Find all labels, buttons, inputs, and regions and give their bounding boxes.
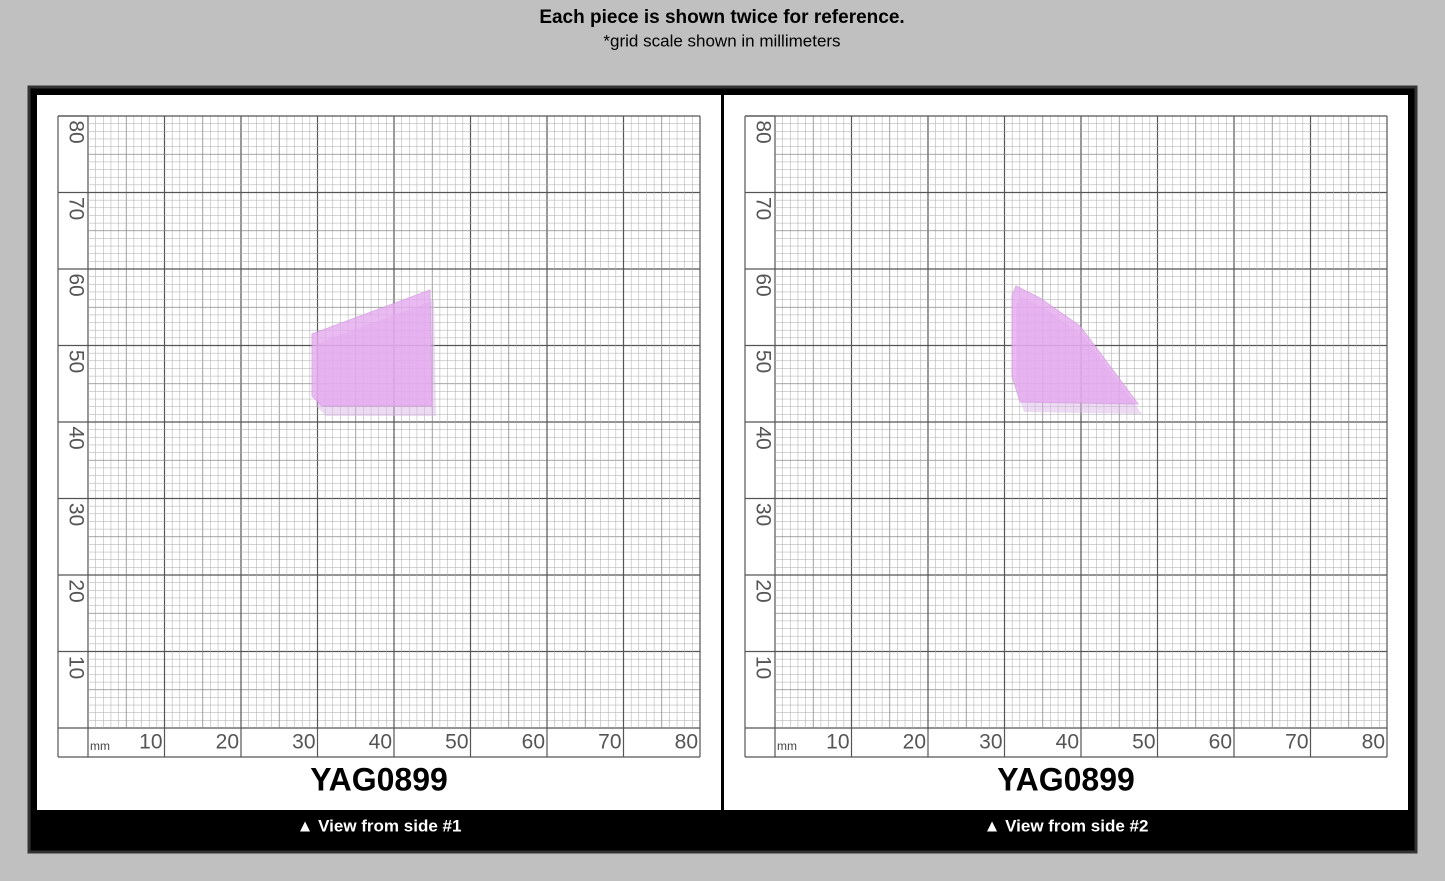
y-scale-label: 20 [64, 579, 87, 602]
unit-label: mm [777, 739, 797, 753]
x-scale-label: 80 [675, 731, 698, 754]
caption: ▲ View from side #1 [297, 816, 462, 835]
y-scale-label: 20 [751, 579, 774, 602]
y-scale-label: 30 [751, 503, 774, 526]
y-scale-label: 60 [751, 273, 774, 296]
x-scale-label: 80 [1362, 731, 1385, 754]
x-scale-label: 20 [216, 731, 239, 754]
product-code: YAG0899 [997, 761, 1135, 797]
crystal [311, 289, 433, 407]
x-scale-label: 30 [979, 731, 1002, 754]
y-scale-label: 10 [64, 656, 87, 679]
x-scale-label: 70 [598, 731, 621, 754]
y-scale-label: 70 [751, 197, 774, 220]
subtitle: *grid scale shown in millimeters [603, 31, 840, 50]
panel: mm 10 20 30 40 50 60 70 80 80 70 60 50 40 30 20 10 YAG089… [744, 115, 1388, 835]
crystal [1011, 285, 1140, 405]
x-scale-label: 50 [445, 731, 468, 754]
y-scale-label: 50 [64, 350, 87, 373]
x-scale-label: 20 [903, 731, 926, 754]
panel: mm 10 20 30 40 50 60 70 80 80 70 60 50 40 30 20 10 YAG089… [57, 115, 701, 835]
y-scale-label: 50 [751, 350, 774, 373]
caption: ▲ View from side #2 [984, 816, 1149, 835]
x-scale-label: 40 [1056, 731, 1079, 754]
x-scale-label: 10 [826, 731, 849, 754]
x-scale-label: 70 [1285, 731, 1308, 754]
y-scale-label: 10 [751, 656, 774, 679]
x-scale-label: 30 [292, 731, 315, 754]
title: Each piece is shown twice for reference. [539, 7, 904, 28]
y-scale-label: 70 [64, 197, 87, 220]
y-scale-label: 60 [64, 273, 87, 296]
y-scale-label: 40 [751, 426, 774, 449]
x-scale-label: 60 [1209, 731, 1232, 754]
y-scale-label: 40 [64, 426, 87, 449]
x-scale-label: 10 [139, 731, 162, 754]
y-scale-label: 80 [64, 120, 87, 143]
unit-label: mm [90, 739, 110, 753]
panels: mm 10 20 30 40 50 60 70 80 80 70 60 50 40 30 20 10 YAG089… [57, 115, 1388, 835]
y-scale-label: 30 [64, 503, 87, 526]
x-scale-label: 50 [1132, 731, 1155, 754]
x-scale-label: 40 [369, 731, 392, 754]
product-code: YAG0899 [310, 761, 448, 797]
x-scale-label: 60 [522, 731, 545, 754]
y-scale-label: 80 [751, 120, 774, 143]
